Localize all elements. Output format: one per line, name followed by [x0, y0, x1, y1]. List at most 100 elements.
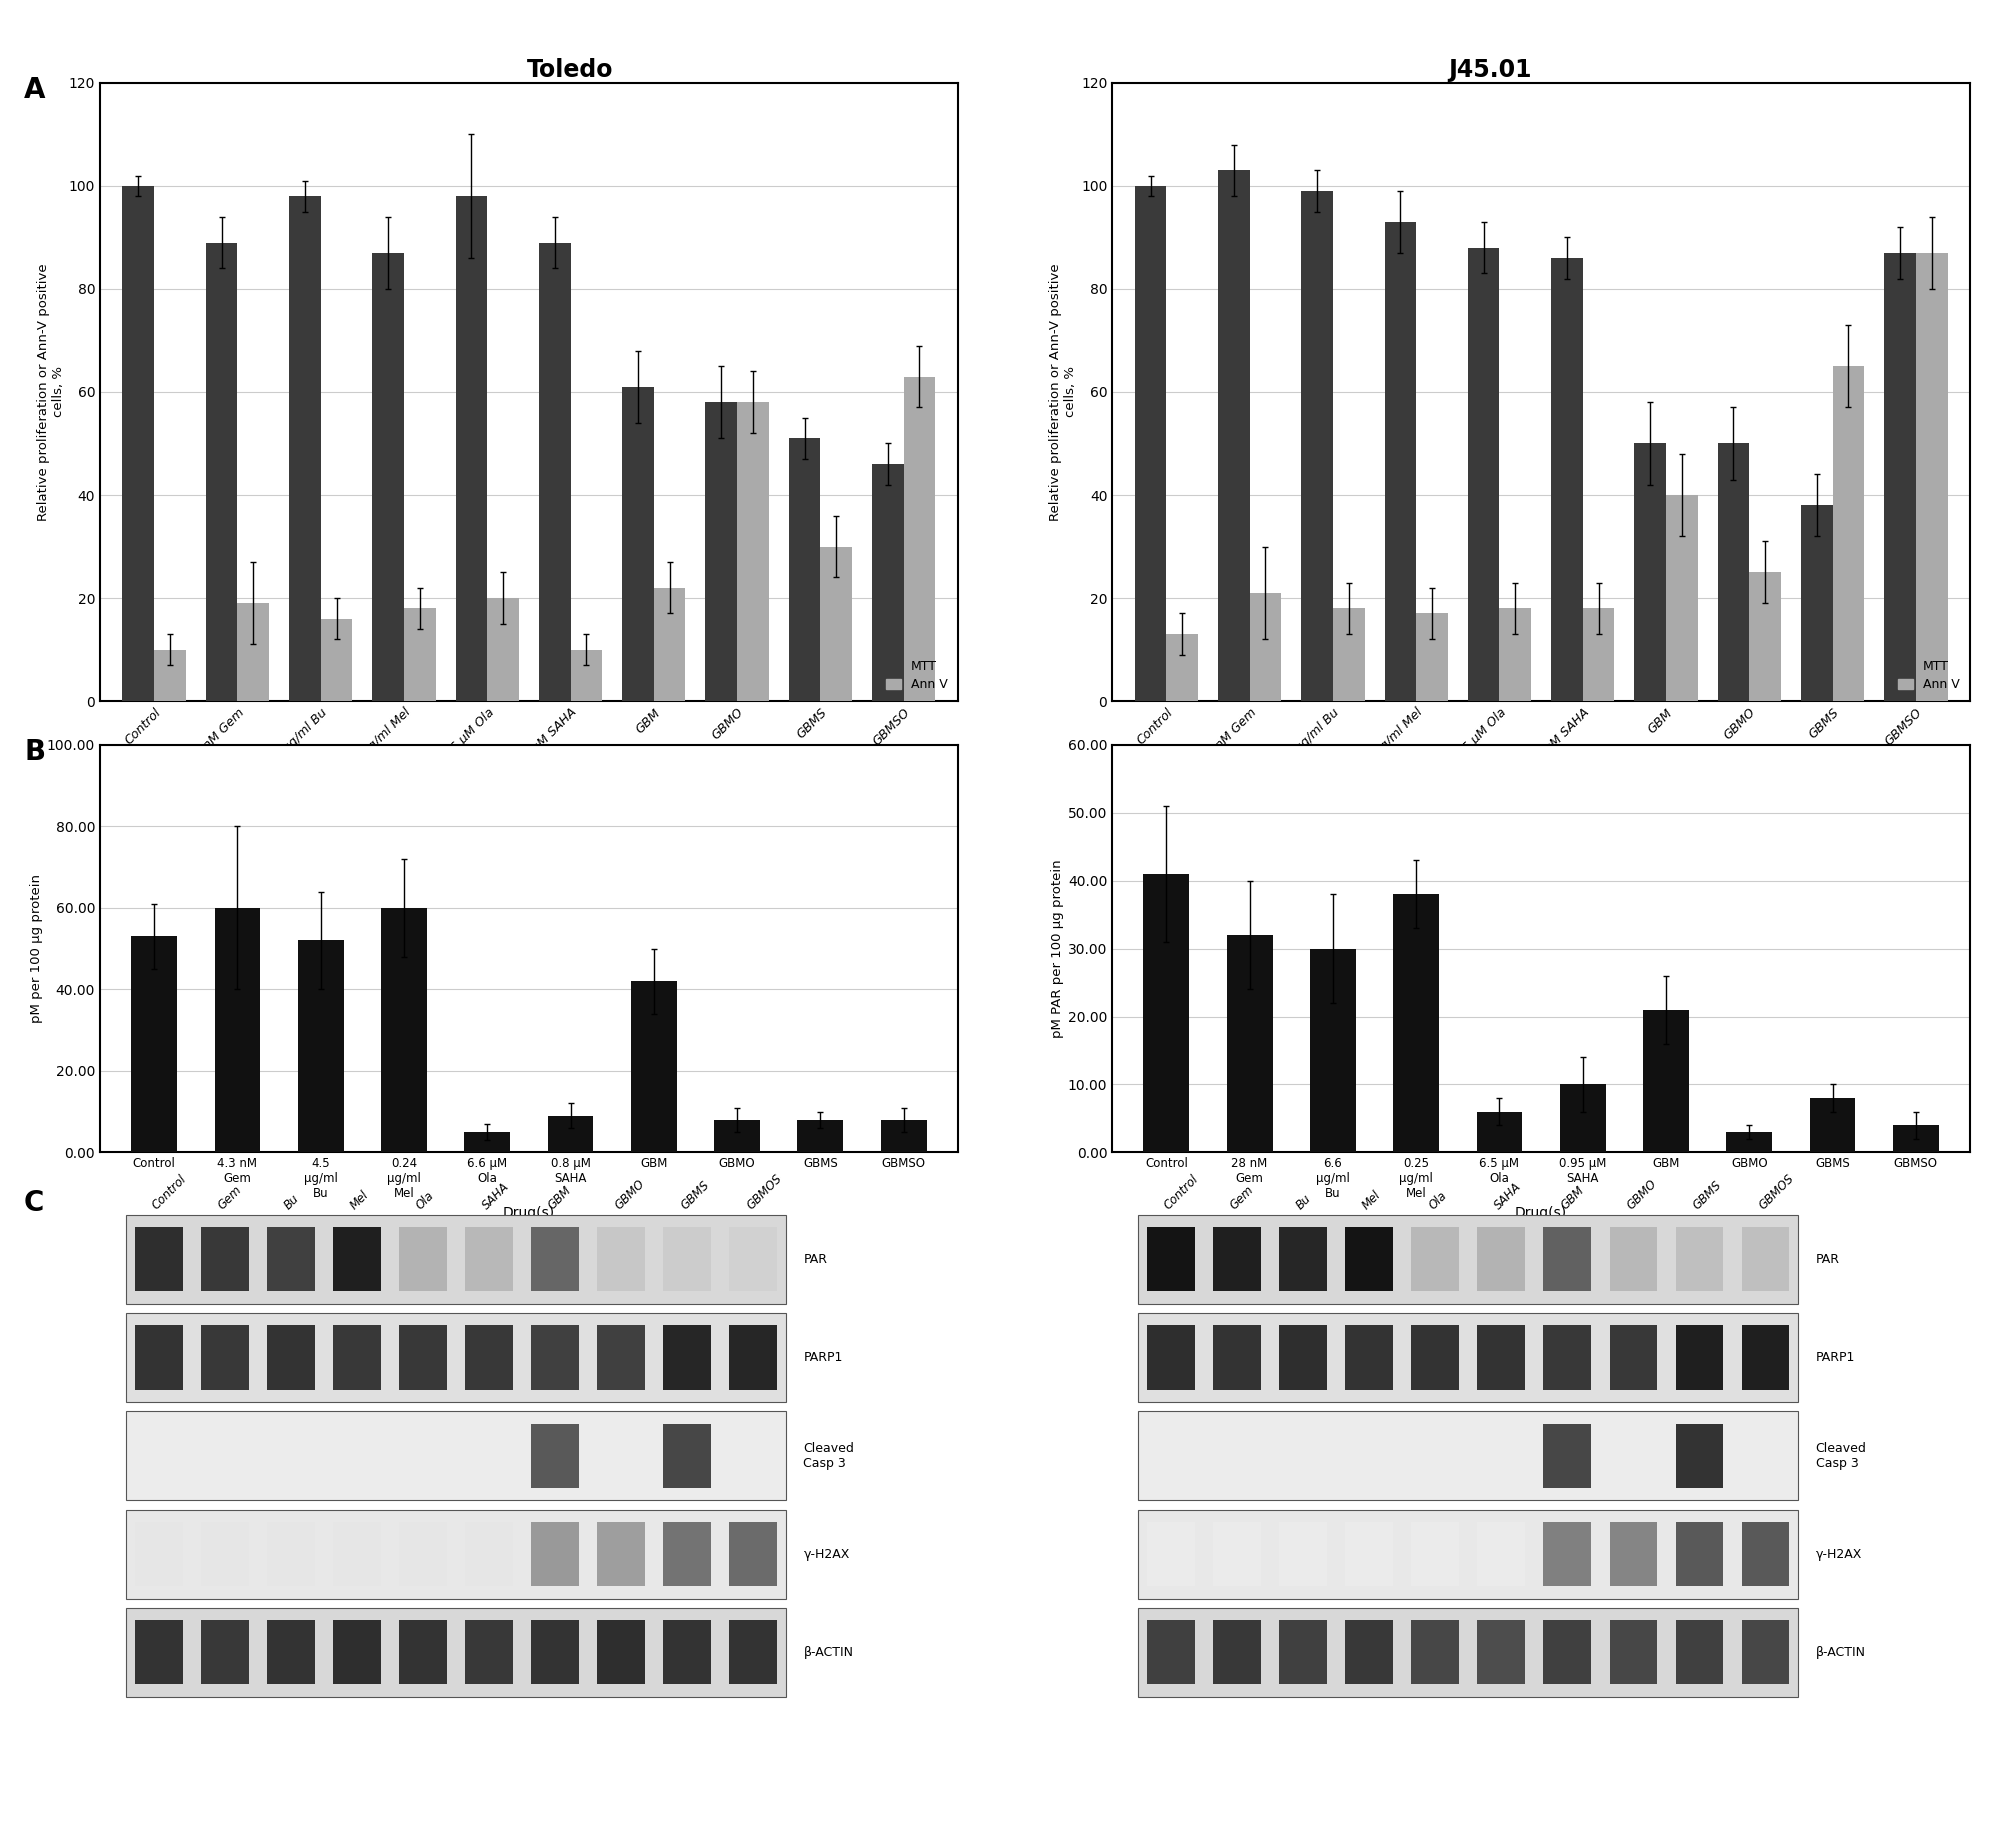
Bar	[488, 599, 518, 702]
Bar	[630, 982, 676, 1153]
Bar	[400, 1326, 446, 1389]
Bar	[1560, 1085, 1606, 1153]
Bar	[1412, 1621, 1458, 1684]
Text: GBMOS: GBMOS	[744, 1172, 784, 1212]
Bar	[202, 1227, 248, 1291]
Bar	[1226, 936, 1272, 1153]
Text: Gem: Gem	[1228, 1183, 1256, 1212]
Bar	[532, 1621, 578, 1684]
Bar	[1218, 171, 1250, 702]
Bar	[788, 438, 820, 702]
Bar	[466, 1227, 512, 1291]
Bar	[1810, 1098, 1856, 1153]
Bar	[126, 1608, 786, 1696]
Bar	[1544, 1326, 1592, 1389]
Bar	[1916, 252, 1948, 702]
Text: A: A	[24, 76, 46, 103]
Bar	[1676, 1424, 1724, 1488]
Bar	[456, 197, 488, 702]
Text: Ola: Ola	[414, 1188, 436, 1212]
Y-axis label: pM per 100 µg protein: pM per 100 µg protein	[30, 875, 42, 1022]
Text: Cleaved
Casp 3: Cleaved Casp 3	[1816, 1442, 1866, 1470]
Bar	[1148, 1521, 1194, 1586]
Bar	[126, 1313, 786, 1402]
Bar	[664, 1424, 710, 1488]
Text: B: B	[24, 737, 46, 766]
Text: γ-H2AX: γ-H2AX	[804, 1547, 850, 1560]
Text: γ-H2AX: γ-H2AX	[1816, 1547, 1862, 1560]
Bar	[404, 608, 436, 702]
Bar	[1138, 1411, 1798, 1501]
X-axis label: Drug(s): Drug(s)	[502, 1207, 554, 1219]
Bar	[1610, 1227, 1658, 1291]
Bar	[1582, 608, 1614, 702]
Bar	[1346, 1227, 1392, 1291]
Bar	[132, 936, 178, 1153]
Bar	[532, 1424, 578, 1488]
Bar	[1214, 1521, 1260, 1586]
Text: PAR: PAR	[804, 1253, 828, 1265]
Bar	[1742, 1521, 1790, 1586]
Bar	[1742, 1227, 1790, 1291]
Bar	[1332, 608, 1364, 702]
Bar	[1412, 1326, 1458, 1389]
Bar	[238, 602, 270, 702]
Bar	[334, 1621, 380, 1684]
Bar	[268, 1326, 314, 1389]
Bar	[1676, 1521, 1724, 1586]
Bar	[1552, 258, 1582, 702]
Bar	[134, 1621, 182, 1684]
Bar	[664, 1227, 710, 1291]
Bar	[532, 1227, 578, 1291]
Bar	[1478, 1621, 1524, 1684]
Bar	[1544, 1227, 1592, 1291]
Text: J45.01: J45.01	[1448, 57, 1532, 83]
Bar	[538, 243, 570, 702]
Bar	[1726, 1133, 1772, 1153]
Text: GBMS: GBMS	[1690, 1177, 1724, 1212]
Text: Gem: Gem	[216, 1183, 244, 1212]
Text: Mel: Mel	[348, 1188, 372, 1212]
Bar	[1214, 1227, 1260, 1291]
Bar	[382, 908, 426, 1153]
Bar	[466, 1621, 512, 1684]
Bar	[1148, 1227, 1194, 1291]
Bar	[738, 402, 768, 702]
Bar	[372, 252, 404, 702]
Bar	[1468, 247, 1500, 702]
Text: GBM: GBM	[1558, 1183, 1586, 1212]
Bar	[400, 1227, 446, 1291]
Bar	[1134, 186, 1166, 702]
Bar	[466, 1521, 512, 1586]
Text: Mel: Mel	[1360, 1188, 1384, 1212]
Bar	[532, 1326, 578, 1389]
Bar	[400, 1621, 446, 1684]
Text: PAR: PAR	[1816, 1253, 1840, 1265]
Bar	[1280, 1621, 1326, 1684]
Bar	[730, 1621, 776, 1684]
Bar	[214, 908, 260, 1153]
Bar	[134, 1227, 182, 1291]
Bar	[880, 1120, 926, 1153]
Y-axis label: Relative proliferation or Ann-V positive
cells, %: Relative proliferation or Ann-V positive…	[36, 263, 64, 521]
Text: GBMOS: GBMOS	[1756, 1172, 1796, 1212]
Bar	[570, 650, 602, 702]
Bar	[1676, 1227, 1724, 1291]
Bar	[654, 588, 686, 702]
Bar	[1280, 1227, 1326, 1291]
Text: SAHA: SAHA	[1492, 1179, 1524, 1212]
Bar	[730, 1227, 776, 1291]
Bar	[1644, 1009, 1688, 1153]
Bar	[154, 650, 186, 702]
Bar	[464, 1133, 510, 1153]
Bar	[1544, 1621, 1592, 1684]
Bar	[466, 1326, 512, 1389]
Bar	[1310, 949, 1356, 1153]
Bar	[1394, 895, 1440, 1153]
Bar	[1346, 1621, 1392, 1684]
Bar	[400, 1521, 446, 1586]
Bar	[1416, 613, 1448, 702]
Bar	[1166, 634, 1198, 702]
Bar	[1214, 1326, 1260, 1389]
Bar	[1832, 367, 1864, 702]
